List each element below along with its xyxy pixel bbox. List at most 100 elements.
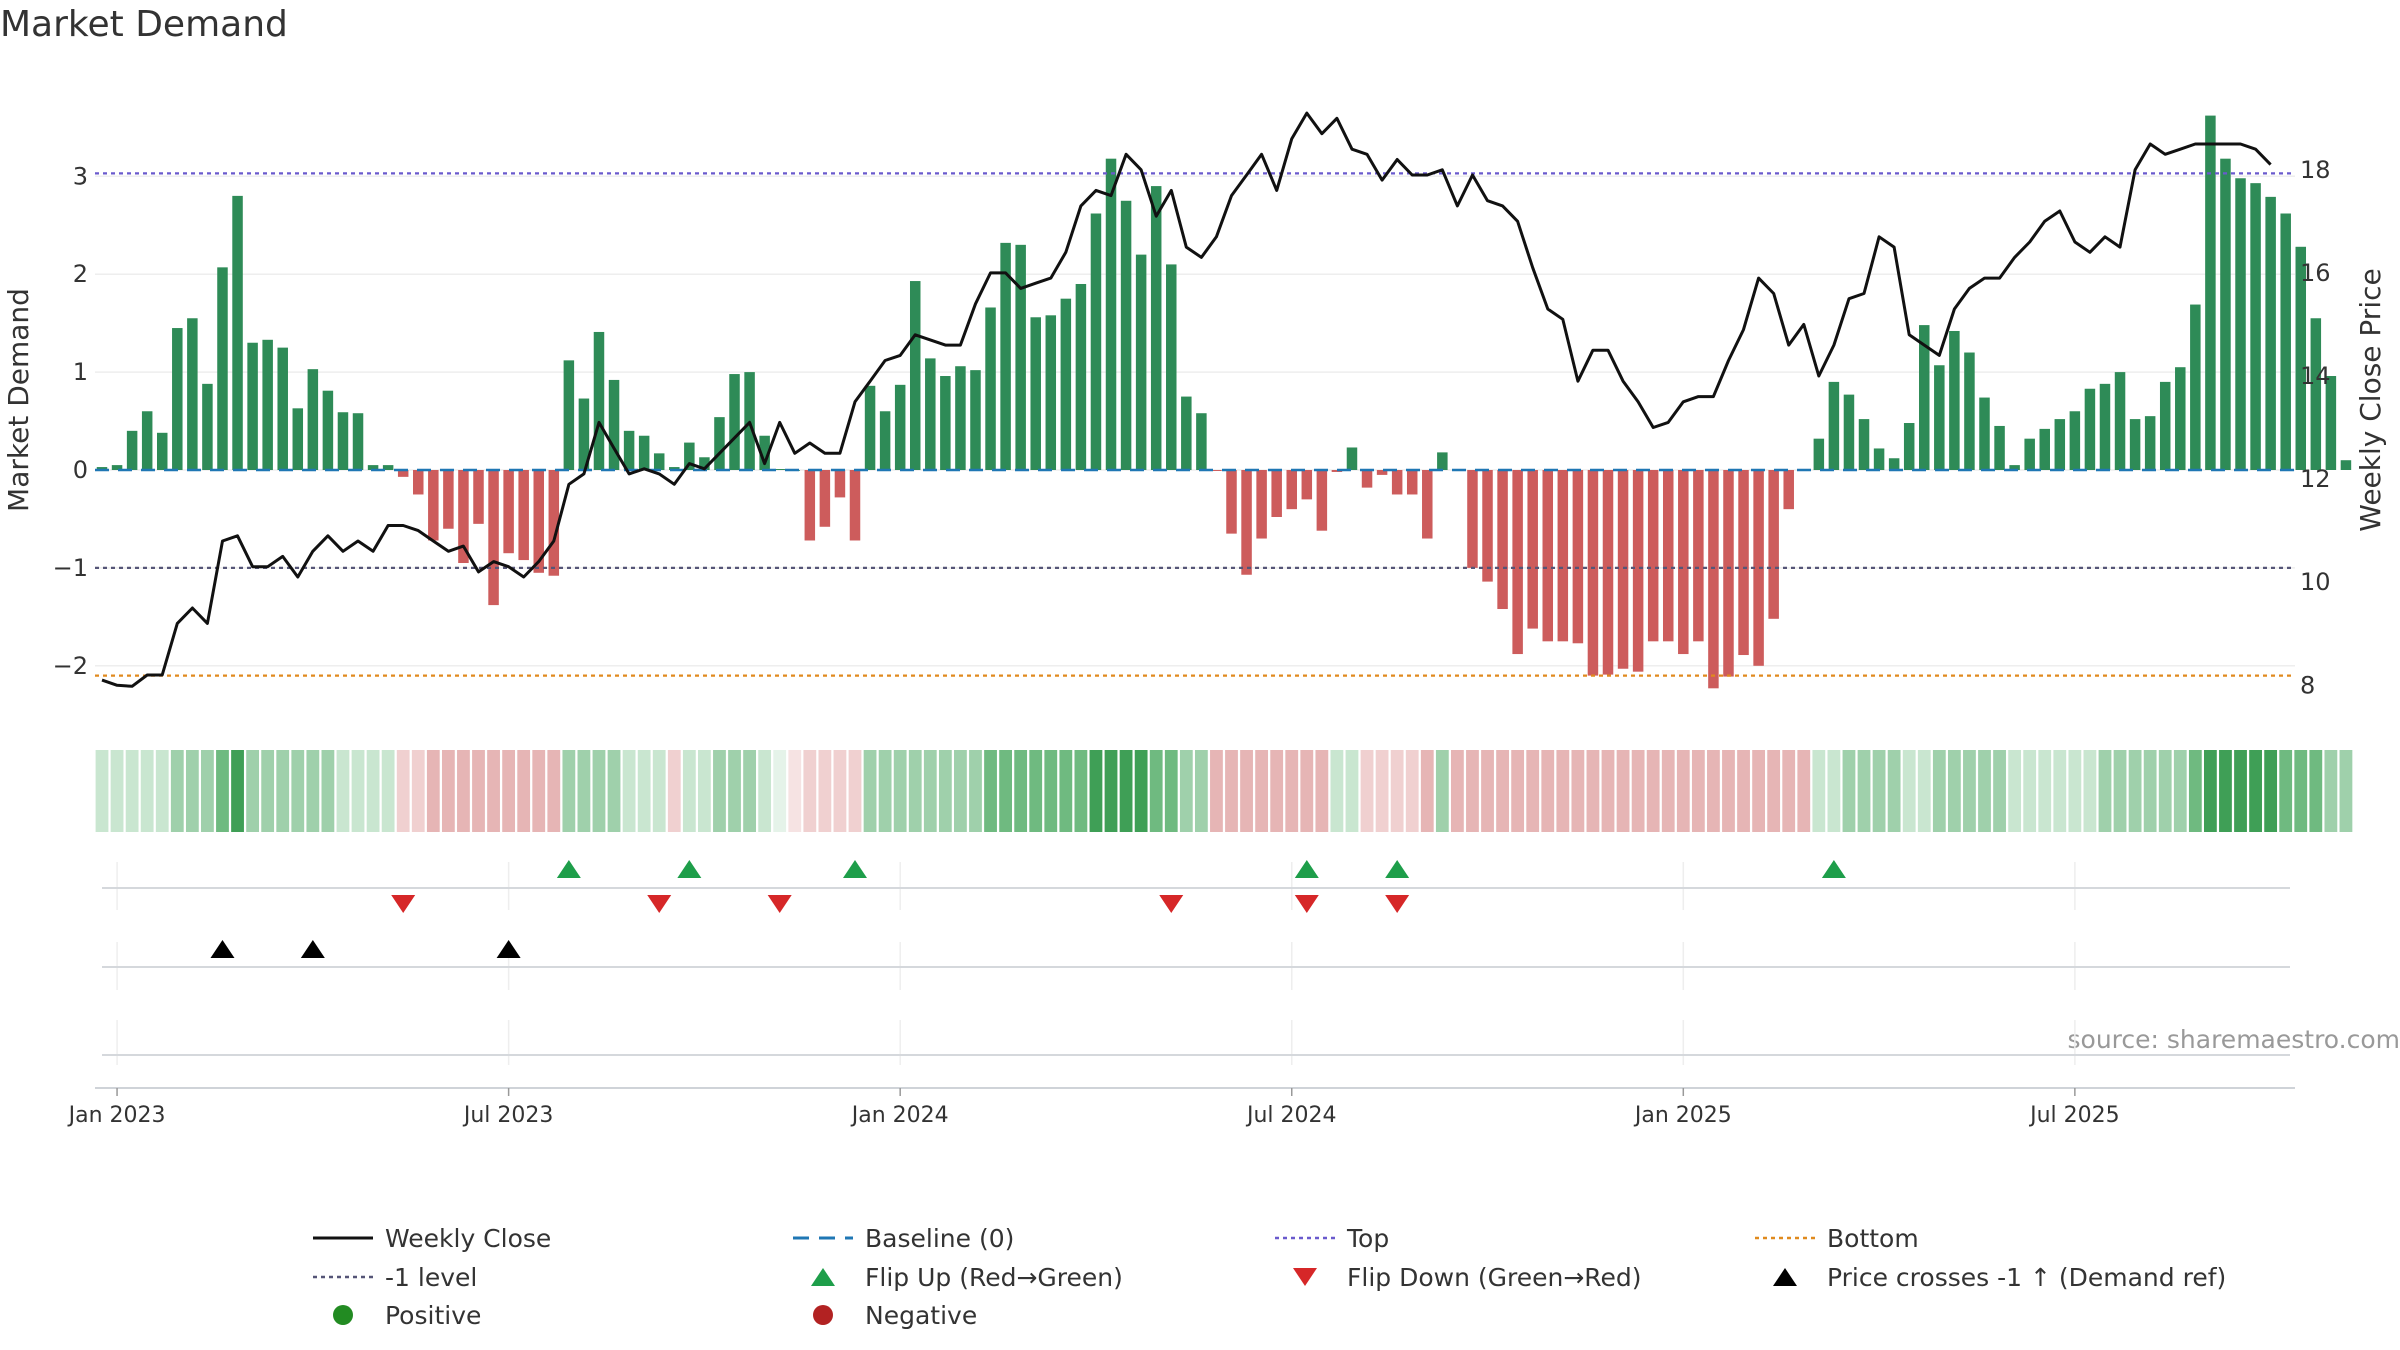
flip-up-marker [1821, 860, 1846, 878]
strip-cell [1225, 750, 1238, 832]
legend: Weekly Close Baseline (0) Top Bottom -1 leve… [313, 1224, 2226, 1330]
demand-bar [307, 369, 319, 470]
strip-cell [893, 750, 907, 832]
demand-bar [1738, 470, 1749, 656]
strip-cell [698, 750, 711, 832]
strip-cell [2294, 750, 2308, 832]
legend-item: Bottom [1755, 1224, 1919, 1253]
strip-cell [1466, 750, 1479, 832]
strip-cell [848, 750, 862, 832]
demand-bar [2144, 416, 2156, 470]
strip-cell [1315, 750, 1329, 832]
demand-bar [729, 374, 740, 470]
demand-bar [1301, 470, 1313, 500]
flip-down-marker [1385, 895, 1410, 913]
demand-bar [503, 470, 514, 554]
demand-bar [2325, 376, 2337, 470]
strip-cell [2234, 750, 2247, 832]
strip-cell [1887, 750, 1901, 832]
demand-bar [1768, 470, 1779, 619]
demand-bar [2114, 372, 2126, 470]
demand-bar [1873, 448, 1885, 470]
price-cross-marker [496, 940, 521, 958]
strip-cell [713, 750, 726, 832]
demand-bar [1888, 458, 1900, 470]
demand-bar [2159, 381, 2171, 470]
strip-cell [1917, 750, 1931, 832]
strip-cell [366, 750, 380, 832]
demand-bar [1331, 470, 1343, 472]
strip-cell [1947, 750, 1961, 832]
demand-bar [202, 383, 213, 470]
demand-bar [2054, 419, 2066, 470]
demand-bar [1632, 470, 1644, 672]
strip-cell [1722, 750, 1735, 832]
demand-bar [563, 360, 575, 470]
strip-cell [547, 750, 561, 832]
legend-item: -1 level [313, 1263, 477, 1292]
demand-bar [653, 453, 665, 470]
demand-bar [1030, 317, 1041, 470]
legend-label: Bottom [1827, 1224, 1919, 1253]
strip-cell [532, 750, 546, 832]
strip-cell [833, 750, 847, 832]
y-axis-label: Market Demand [2, 288, 35, 512]
strip-cell [622, 750, 636, 832]
y2-tick-label: 16 [2300, 259, 2331, 287]
demand-bar [277, 347, 288, 470]
strip-cell [2128, 750, 2142, 832]
strip-cell [2249, 750, 2262, 832]
demand-bar [1166, 264, 1177, 470]
demand-bar [187, 318, 198, 470]
strip-cell [1074, 750, 1088, 832]
y2-tick-label: 10 [2300, 568, 2331, 596]
strip-cell [637, 750, 651, 832]
strip-cell [1285, 750, 1299, 832]
strip-cell [261, 750, 275, 832]
demand-bar [2024, 438, 2035, 470]
demand-bar [1693, 470, 1704, 642]
strip-cell [1631, 750, 1645, 832]
legend-label: Baseline (0) [865, 1224, 1014, 1253]
demand-bar [397, 470, 409, 477]
price-cross-marker [210, 940, 235, 958]
strip-cell [2219, 750, 2232, 832]
strip-cell [411, 750, 425, 832]
strip-cell [1691, 750, 1705, 832]
demand-bar [533, 470, 544, 573]
y-tick-label: −1 [53, 554, 88, 582]
strip-cell [2204, 750, 2217, 832]
demand-bar [1949, 330, 1960, 470]
strip-cell [878, 750, 892, 832]
demand-bar [352, 413, 364, 470]
demand-bar [1090, 213, 1102, 470]
demand-bar [247, 342, 258, 470]
strip-cell [306, 750, 320, 832]
demand-bar [1783, 470, 1794, 510]
strip-cell [1586, 750, 1600, 832]
demand-bar [488, 470, 499, 606]
strip-cell [969, 750, 982, 832]
strip-cell [1104, 750, 1118, 832]
demand-bar [1497, 470, 1508, 610]
demand-bar [1482, 470, 1493, 582]
demand-heat-strip [95, 750, 2353, 832]
demand-bar [1964, 352, 1975, 470]
strip-cell [2113, 750, 2127, 832]
strip-cell [758, 750, 772, 832]
strip-cell [1481, 750, 1494, 832]
y-tick-label: 1 [73, 358, 88, 386]
demand-bar [1934, 365, 1945, 470]
demand-bar [1226, 470, 1237, 534]
demand-bar [1512, 470, 1523, 655]
strip-cell [1270, 750, 1284, 832]
demand-bar [443, 470, 454, 529]
strip-cell [336, 750, 350, 832]
price-line [101, 111, 2272, 688]
demand-bar [1587, 470, 1599, 676]
demand-bar [1105, 158, 1117, 471]
strip-cell [1149, 750, 1163, 832]
demand-bar [1919, 325, 1930, 470]
strip-cell [2098, 750, 2112, 832]
